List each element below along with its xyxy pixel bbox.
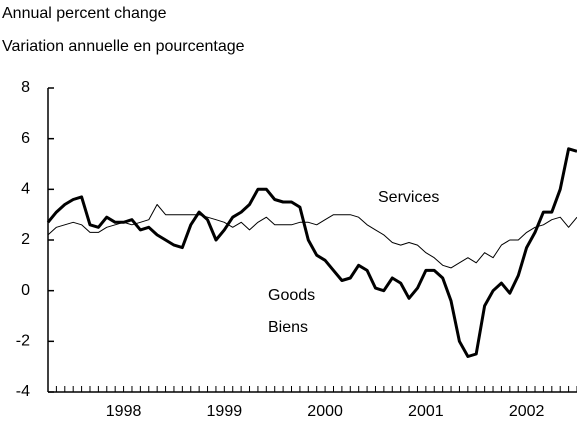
y-tick-label: 0 bbox=[21, 282, 30, 299]
y-tick-label: 8 bbox=[21, 79, 30, 96]
x-tick-label: 2000 bbox=[307, 403, 343, 420]
y-tick-label: -2 bbox=[16, 333, 30, 350]
x-tick-label: 1999 bbox=[207, 403, 243, 420]
x-tick-label: 2002 bbox=[509, 403, 545, 420]
y-tick-label: 6 bbox=[21, 130, 30, 147]
axis-label: Variation annuelle en pourcentage bbox=[2, 38, 245, 55]
axis-label: Annual percent change bbox=[2, 5, 167, 22]
annotation: Goods bbox=[268, 287, 315, 304]
y-tick-label: 2 bbox=[21, 231, 30, 248]
x-tick-label: 2001 bbox=[408, 403, 444, 420]
series-line bbox=[47, 204, 577, 269]
x-tick-label: 1998 bbox=[106, 403, 142, 420]
annotation: Services bbox=[378, 189, 439, 206]
series-line bbox=[46, 147, 577, 358]
annotation: Biens bbox=[268, 319, 308, 336]
y-tick-label: 4 bbox=[21, 181, 30, 198]
y-tick-label: -4 bbox=[16, 383, 30, 400]
